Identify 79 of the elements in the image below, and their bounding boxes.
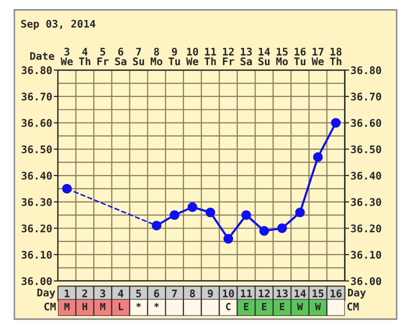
x-tick-label: 15 xyxy=(312,290,324,298)
x-tick-label: 7 xyxy=(172,290,177,298)
y-tick-label: 36.10 xyxy=(22,250,52,259)
x-tick-label: 6 xyxy=(154,289,160,298)
y-tick-label: 36.40 xyxy=(22,172,52,180)
point xyxy=(241,210,252,220)
point xyxy=(295,208,305,218)
y-tick-label: 36.70 xyxy=(22,92,52,101)
category-label: W xyxy=(315,303,321,310)
y2-tick-label: 36.30 xyxy=(351,198,382,206)
y-tick-label: 36.20 xyxy=(22,224,52,232)
point xyxy=(188,202,198,212)
x-tick-label: 12 xyxy=(258,289,270,298)
x-tick-label: 2 xyxy=(82,289,88,298)
x-tick-label: 9 xyxy=(208,290,213,298)
x-tick-label: 1 xyxy=(64,290,70,298)
category-label: E xyxy=(244,303,248,310)
x2-tick-label: 6 Sa xyxy=(115,48,126,66)
y2-tick-label: 36.40 xyxy=(351,172,382,180)
x2-tick-label: 18 Th xyxy=(330,48,342,66)
x-tick-label: 14 xyxy=(294,290,306,298)
category-label: C xyxy=(226,302,230,310)
point xyxy=(277,223,287,234)
category-label: M xyxy=(100,303,106,310)
x2-axis-title: Date xyxy=(30,52,54,60)
x-axis-title: Day xyxy=(37,288,56,298)
category-label: M xyxy=(64,303,70,310)
y2-tick-label: 36.20 xyxy=(351,224,382,232)
y2-tick-label: 36.60 xyxy=(351,119,382,127)
x-tick-label: 11 xyxy=(240,290,252,298)
x-tick-label: 8 xyxy=(190,289,195,298)
point xyxy=(62,184,72,194)
y-tick-label: 36.00 xyxy=(22,277,52,286)
category-label: E xyxy=(280,303,284,310)
x2-tick-label: 17 We xyxy=(312,48,324,66)
text: Sep 03, 2014 xyxy=(21,20,96,30)
x2-tick-label: 15 Mo xyxy=(276,48,288,66)
x2-tick-label: 7 Su xyxy=(133,48,144,66)
x-tick-label: 3 xyxy=(100,289,106,298)
y2-tick-label: 36.00 xyxy=(351,277,382,286)
x2-tick-label: 16 Tu xyxy=(294,48,306,66)
x-tick-label: 16 xyxy=(330,289,342,298)
text: CM xyxy=(347,302,359,310)
y2-tick-label: 36.10 xyxy=(351,250,382,259)
point xyxy=(170,210,180,220)
x2-tick-label: 12 Fr xyxy=(222,48,234,66)
y-tick-label: 36.80 xyxy=(22,66,52,74)
x2-tick-label: 4 Th xyxy=(79,48,90,66)
category-label: * xyxy=(136,302,141,308)
category-label: W xyxy=(297,303,303,310)
point xyxy=(313,152,323,162)
point xyxy=(331,118,341,128)
x2-tick-label: 5 Fr xyxy=(97,48,109,66)
y2-tick-label: 36.70 xyxy=(351,92,382,101)
category-label: E xyxy=(262,303,266,310)
x-tick-label: 10 xyxy=(222,289,234,298)
x-tick-label: 4 xyxy=(118,290,124,298)
category-label: H xyxy=(82,303,88,310)
y-tick-label: 36.60 xyxy=(22,119,52,127)
x-tick-label: 13 xyxy=(276,289,288,298)
y-tick-label: 36.30 xyxy=(22,198,52,206)
text: CM xyxy=(44,302,56,310)
x2-tick-label: 3 We xyxy=(60,48,73,66)
x2-tick-label: 11 Th xyxy=(204,48,216,66)
y2-tick-label: 36.80 xyxy=(351,66,382,74)
x2-tick-label: 9 Tu xyxy=(168,48,180,66)
x-tick-label: 5 xyxy=(136,290,142,298)
point xyxy=(152,220,162,230)
y2-tick-label: 36.50 xyxy=(351,145,382,154)
point xyxy=(205,208,216,218)
point xyxy=(259,226,270,236)
text: Day xyxy=(348,288,366,298)
x2-tick-label: 14 Su xyxy=(258,48,270,66)
y-tick-label: 36.50 xyxy=(22,145,52,154)
x2-tick-label: 10 We xyxy=(186,48,198,66)
x2-tick-label: 13 Sa xyxy=(240,48,252,66)
point xyxy=(223,234,234,244)
x2-tick-label: 8 Mo xyxy=(150,48,162,66)
category-label: L xyxy=(118,303,124,310)
